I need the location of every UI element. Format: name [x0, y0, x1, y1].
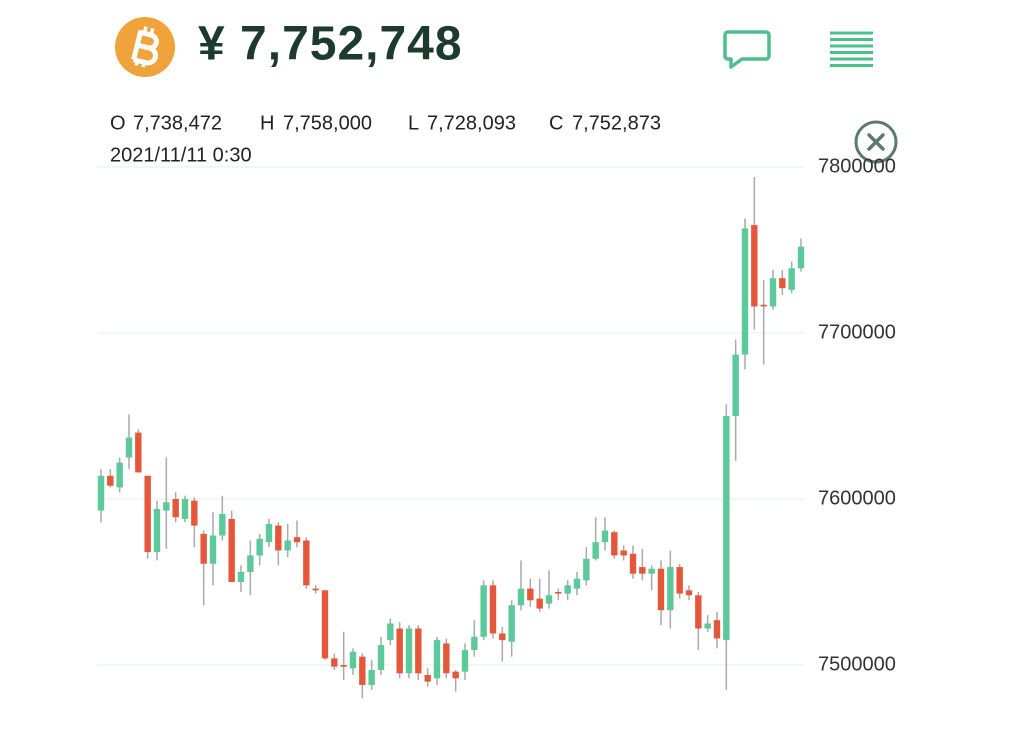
candle-body	[676, 567, 683, 594]
candle-body	[620, 550, 627, 556]
candle-body	[349, 651, 357, 669]
candle-body	[200, 533, 207, 564]
price: ¥ 7,752,748	[198, 18, 463, 71]
candle-body	[704, 623, 711, 629]
candle-body	[163, 502, 170, 511]
candle-body	[312, 588, 319, 591]
candle-body	[303, 540, 310, 586]
ohlc-label: C	[549, 112, 563, 134]
candle-body	[284, 540, 291, 551]
candle-body	[144, 475, 151, 553]
candle-body	[471, 636, 478, 651]
candle-body	[172, 499, 179, 518]
candle-body	[256, 538, 263, 556]
candle-body	[713, 620, 721, 639]
candle-body	[433, 640, 441, 679]
menu-button[interactable]	[830, 31, 873, 67]
candle-body	[499, 633, 506, 641]
chart: 7500000 7600000 7700000 7800000	[97, 155, 896, 699]
candle-body	[611, 532, 618, 556]
ohlc-value: 7,758,000	[283, 112, 372, 134]
candle-body	[275, 525, 282, 551]
candle-body	[265, 523, 273, 543]
ohlc-label: H	[260, 112, 274, 134]
candle-body	[741, 228, 749, 355]
candle-body	[125, 437, 133, 458]
y-tick-label: 7800000	[818, 155, 896, 177]
candle-body	[219, 513, 226, 536]
candle-body	[629, 553, 637, 574]
candle-body	[116, 462, 123, 488]
candle-body	[564, 585, 571, 594]
y-tick-label: 7500000	[818, 653, 896, 675]
candle-body	[480, 585, 487, 637]
candle-body	[340, 665, 347, 667]
candle-body	[377, 645, 385, 670]
candle-body	[769, 278, 777, 307]
candle-body	[797, 246, 805, 269]
candle-body	[321, 590, 329, 659]
candle-body	[667, 567, 674, 611]
candle-body	[228, 518, 235, 582]
ohlc-value: 7,752,873	[572, 112, 661, 134]
chat-button[interactable]	[723, 30, 771, 69]
candle-body	[415, 628, 422, 674]
candle-body	[396, 628, 403, 674]
candle-body	[573, 578, 581, 589]
candle-body	[555, 591, 562, 594]
candle-body	[657, 568, 665, 611]
candle-body	[723, 416, 730, 641]
candle-body	[779, 278, 786, 289]
y-tick-label: 7700000	[818, 321, 896, 343]
candle-body	[788, 268, 795, 290]
candle-body	[648, 568, 655, 574]
y-tick-label: 7600000	[818, 487, 896, 509]
candle-body	[237, 572, 245, 582]
candle-body	[247, 555, 254, 573]
ohlc-value: 7,738,472	[133, 112, 222, 134]
candle-body	[107, 475, 114, 486]
candle-body	[527, 588, 534, 601]
candle-body	[583, 558, 590, 581]
candle-body	[368, 669, 375, 685]
candle-body	[732, 354, 739, 416]
candle-body	[424, 674, 431, 682]
candle-body	[536, 598, 543, 609]
ohlc-label: L	[408, 112, 419, 134]
candle-body	[135, 432, 142, 473]
candle-body	[489, 585, 497, 634]
candle-body	[405, 628, 413, 674]
candle-body	[359, 656, 366, 685]
candle-body	[387, 623, 394, 641]
candle-body	[760, 304, 767, 307]
candle-body	[601, 530, 609, 543]
candle-body	[685, 590, 693, 596]
candle-body	[545, 595, 553, 604]
candle-body	[695, 595, 702, 629]
ohlc-row: O 7,738,472 H 7,758,000 L 7,728,093 C 7,…	[110, 112, 661, 134]
bitcoin-icon	[115, 17, 175, 77]
candle-body	[293, 537, 301, 543]
candle-body	[592, 542, 599, 559]
candle-body	[461, 650, 469, 672]
close-button[interactable]	[854, 120, 898, 164]
ohlc-value: 7,728,093	[427, 112, 516, 134]
candle-body	[517, 588, 525, 606]
timestamp: 2021/11/11 0:30	[110, 144, 252, 166]
candle-body	[751, 225, 758, 307]
candle-body	[209, 535, 217, 564]
candle-body	[191, 500, 198, 526]
candle-body	[331, 658, 338, 667]
candle-body	[639, 567, 646, 574]
candle-body	[97, 475, 105, 511]
candle-body	[443, 643, 450, 674]
candle-body	[153, 508, 161, 553]
candle-body	[452, 671, 459, 679]
ohlc-label: O	[110, 112, 126, 134]
candle-body	[508, 605, 515, 642]
candle-body	[181, 499, 189, 519]
